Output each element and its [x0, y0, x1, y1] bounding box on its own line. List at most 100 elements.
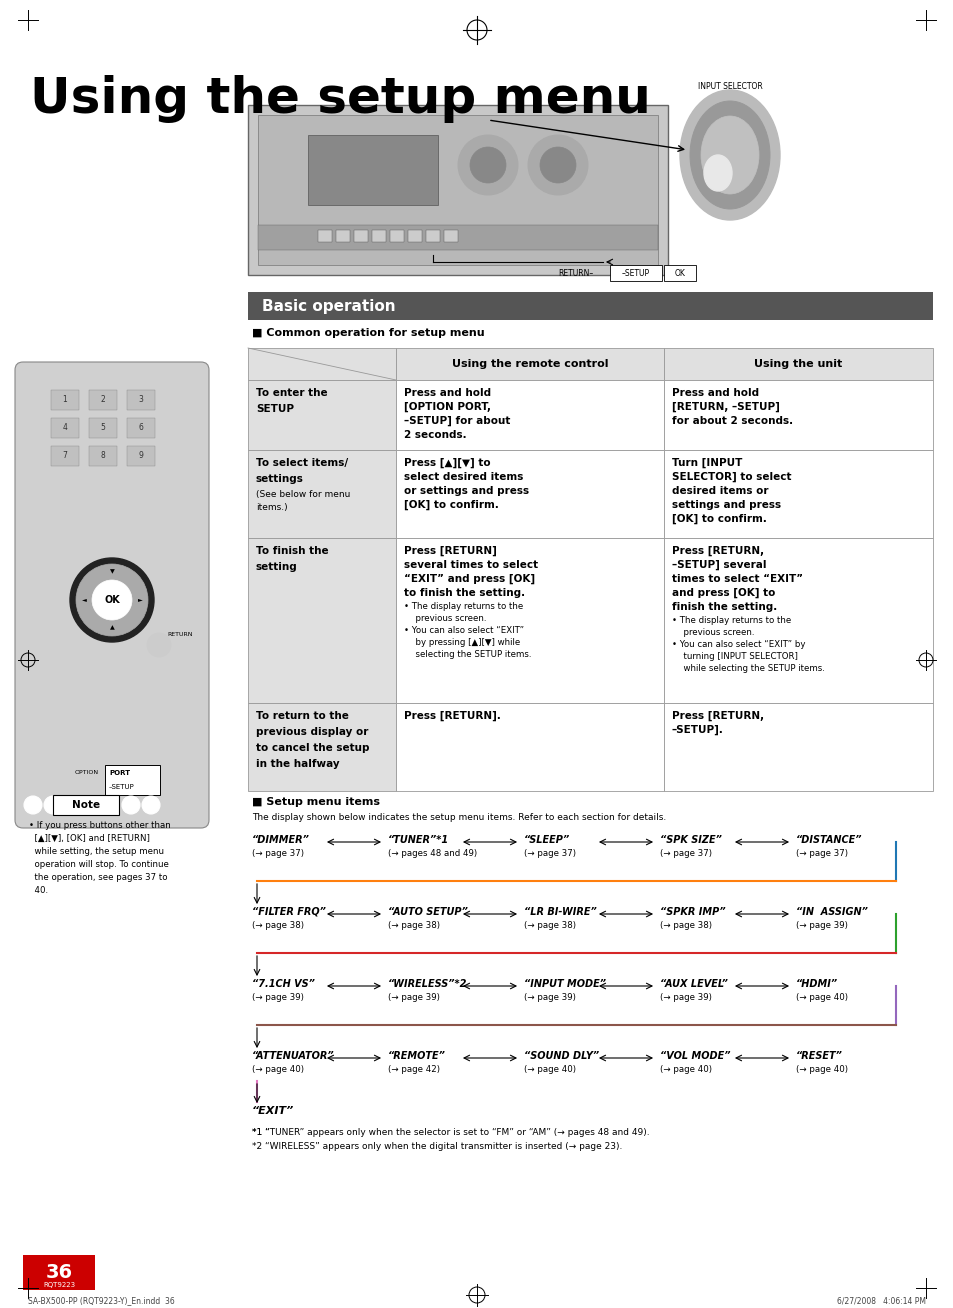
- Bar: [426, 230, 439, 242]
- Text: several times to select: several times to select: [403, 560, 537, 570]
- Text: “EXIT” and press [OK]: “EXIT” and press [OK]: [403, 574, 535, 585]
- Text: for about 2 seconds.: for about 2 seconds.: [671, 416, 792, 426]
- Text: “EXIT”: “EXIT”: [252, 1107, 294, 1116]
- Text: The display shown below indicates the setup menu items. Refer to each section fo: The display shown below indicates the se…: [252, 814, 665, 821]
- Bar: [127, 390, 154, 409]
- Circle shape: [539, 146, 576, 183]
- Bar: [663, 702, 932, 791]
- Text: ▼: ▼: [110, 569, 114, 574]
- Text: (→ page 37): (→ page 37): [523, 849, 576, 858]
- Text: To return to the: To return to the: [255, 712, 349, 721]
- Text: 6: 6: [138, 424, 143, 433]
- Bar: [89, 446, 117, 466]
- Bar: [395, 381, 663, 450]
- Text: 5: 5: [100, 424, 106, 433]
- Text: settings and press: settings and press: [671, 500, 781, 510]
- Bar: [308, 135, 437, 205]
- Text: (→ page 40): (→ page 40): [795, 993, 847, 1002]
- Circle shape: [24, 797, 42, 814]
- Bar: [105, 765, 160, 795]
- Ellipse shape: [689, 101, 769, 209]
- Text: 1: 1: [63, 395, 68, 404]
- Text: (→ page 39): (→ page 39): [252, 993, 304, 1002]
- Ellipse shape: [700, 116, 759, 194]
- Text: (→ page 39): (→ page 39): [795, 921, 847, 930]
- Bar: [609, 266, 661, 281]
- Text: 2 seconds.: 2 seconds.: [403, 430, 466, 439]
- Text: “AUTO SETUP”: “AUTO SETUP”: [388, 906, 467, 917]
- Text: turning [INPUT SELECTOR]: turning [INPUT SELECTOR]: [678, 651, 797, 661]
- Text: “DISTANCE”: “DISTANCE”: [795, 835, 862, 845]
- Bar: [257, 225, 658, 250]
- Text: OPTION: OPTION: [75, 770, 99, 776]
- Text: Press [RETURN]: Press [RETURN]: [403, 545, 497, 556]
- Text: ▲: ▲: [110, 625, 114, 630]
- Bar: [127, 419, 154, 438]
- Bar: [663, 348, 932, 381]
- Text: while selecting the SETUP items.: while selecting the SETUP items.: [678, 664, 824, 674]
- Text: Press [RETURN].: Press [RETURN].: [403, 712, 500, 721]
- Text: (See below for menu: (See below for menu: [255, 490, 350, 498]
- Text: “AUX LEVEL”: “AUX LEVEL”: [659, 978, 727, 989]
- Text: (→ page 39): (→ page 39): [659, 993, 711, 1002]
- Circle shape: [122, 797, 140, 814]
- Bar: [51, 390, 79, 409]
- Text: Using the remote control: Using the remote control: [452, 358, 608, 369]
- Bar: [89, 390, 117, 409]
- Circle shape: [76, 564, 148, 636]
- Text: SA-BX500-PP (RQT9223-Y)_En.indd  36: SA-BX500-PP (RQT9223-Y)_En.indd 36: [28, 1296, 174, 1305]
- Bar: [248, 702, 395, 791]
- Text: (→ page 39): (→ page 39): [523, 993, 576, 1002]
- Text: “TUNER”*1: “TUNER”*1: [388, 835, 449, 845]
- Text: SETUP: SETUP: [255, 404, 294, 415]
- Bar: [663, 450, 932, 538]
- Text: –SETUP] for about: –SETUP] for about: [403, 416, 510, 426]
- Text: • You can also select “EXIT” by: • You can also select “EXIT” by: [671, 640, 804, 649]
- Text: • You can also select “EXIT”: • You can also select “EXIT”: [403, 627, 523, 634]
- Text: the operation, see pages 37 to: the operation, see pages 37 to: [29, 872, 168, 882]
- Text: –SETUP].: –SETUP].: [671, 725, 723, 735]
- Text: OK: OK: [104, 595, 120, 606]
- Circle shape: [91, 579, 132, 620]
- Text: “SLEEP”: “SLEEP”: [523, 835, 570, 845]
- Text: [OPTION PORT,: [OPTION PORT,: [403, 402, 491, 412]
- Text: “INPUT MODE”: “INPUT MODE”: [523, 978, 605, 989]
- Text: RQT9223: RQT9223: [43, 1282, 75, 1288]
- Bar: [51, 446, 79, 466]
- Bar: [663, 266, 696, 281]
- Bar: [248, 105, 667, 275]
- Text: previous screen.: previous screen.: [678, 628, 754, 637]
- Text: RETURN: RETURN: [167, 633, 193, 637]
- Text: setting: setting: [255, 562, 297, 572]
- Bar: [443, 230, 457, 242]
- Bar: [317, 230, 332, 242]
- Text: –SETUP: –SETUP: [621, 268, 649, 277]
- Text: 8: 8: [100, 451, 105, 460]
- Circle shape: [70, 559, 153, 642]
- Circle shape: [527, 135, 587, 195]
- Bar: [53, 795, 119, 815]
- Text: 3: 3: [138, 395, 143, 404]
- Ellipse shape: [703, 156, 731, 191]
- Bar: [408, 230, 421, 242]
- Text: To finish the: To finish the: [255, 545, 328, 556]
- Text: previous display or: previous display or: [255, 727, 368, 736]
- Text: (→ page 40): (→ page 40): [523, 1065, 576, 1074]
- Text: selecting the SETUP items.: selecting the SETUP items.: [410, 650, 531, 659]
- Text: ►: ►: [137, 598, 142, 603]
- Text: Using the setup menu: Using the setup menu: [30, 75, 650, 123]
- Text: by pressing [▲][▼] while: by pressing [▲][▼] while: [410, 638, 519, 647]
- Text: (→ page 37): (→ page 37): [252, 849, 304, 858]
- Text: Press and hold: Press and hold: [403, 388, 491, 398]
- Text: “IN  ASSIGN”: “IN ASSIGN”: [795, 906, 867, 917]
- Bar: [51, 419, 79, 438]
- Circle shape: [147, 633, 171, 657]
- Text: (→ page 40): (→ page 40): [659, 1065, 711, 1074]
- Text: *2 “WIRELESS” appears only when the digital transmitter is inserted (→ page 23).: *2 “WIRELESS” appears only when the digi…: [252, 1142, 621, 1151]
- Text: “FILTER FRQ”: “FILTER FRQ”: [252, 906, 326, 917]
- Text: *1 “: *1 “: [252, 1127, 270, 1137]
- Text: “DIMMER”: “DIMMER”: [252, 835, 310, 845]
- Text: 6/27/2008   4:06:14 PM: 6/27/2008 4:06:14 PM: [836, 1296, 925, 1305]
- Text: –SETUP] several: –SETUP] several: [671, 560, 765, 570]
- Text: 36: 36: [46, 1262, 72, 1282]
